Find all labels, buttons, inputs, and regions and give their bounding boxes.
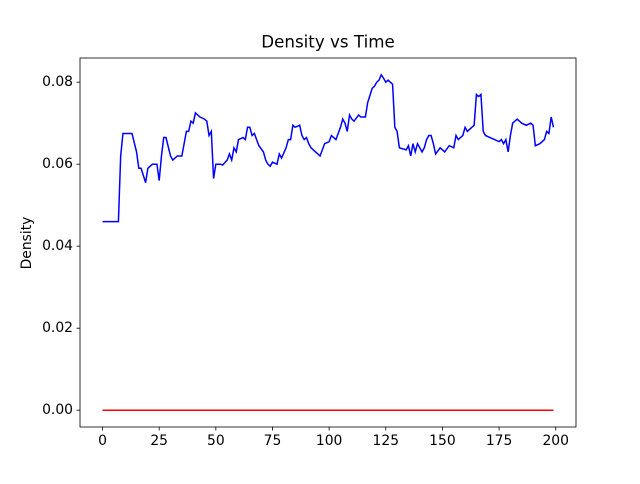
data-line bbox=[102, 73, 555, 223]
plot-frame bbox=[79, 57, 577, 428]
y-tick-label: 0.06 bbox=[42, 156, 73, 172]
chart-title: Density vs Time bbox=[261, 32, 394, 52]
x-tick-label: 100 bbox=[316, 433, 343, 449]
x-tick-label: 200 bbox=[542, 433, 569, 449]
x-tick-label: 50 bbox=[207, 433, 225, 449]
y-axis-label: Density bbox=[19, 217, 35, 270]
y-tick-label: 0.02 bbox=[42, 320, 73, 336]
x-tick-label: 25 bbox=[150, 433, 168, 449]
x-tick-label: 150 bbox=[429, 433, 456, 449]
y-tick-label: 0.08 bbox=[42, 74, 73, 90]
y-tick-label: 0.04 bbox=[42, 238, 73, 254]
x-tick-label: 125 bbox=[373, 433, 400, 449]
y-tick-label: 0.00 bbox=[42, 402, 73, 418]
x-tick-label: 175 bbox=[486, 433, 513, 449]
x-tick-label: 0 bbox=[98, 433, 107, 449]
x-tick-label: 75 bbox=[264, 433, 282, 449]
